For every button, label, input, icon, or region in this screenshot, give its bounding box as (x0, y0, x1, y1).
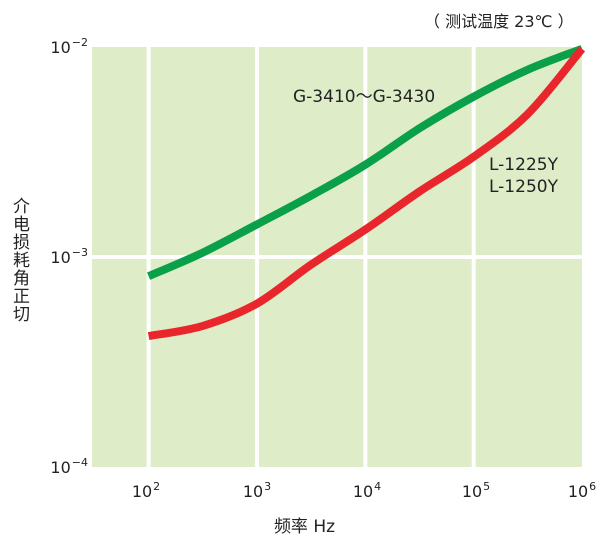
x-axis-label: 频率 Hz (273, 517, 336, 537)
series-line-red (147, 46, 586, 341)
series-line-green (147, 45, 584, 280)
y-tick-label: 10−4 (50, 456, 88, 477)
y-tick-label: 10−3 (50, 246, 88, 267)
x-tick-label: 104 (352, 480, 382, 501)
test-temperature-note: （ 测试温度 23℃ ） (424, 12, 574, 31)
series-label-red: L-1225Y L-1250Y (489, 155, 558, 197)
series-label-green: G-3410～G-3430 (293, 87, 436, 107)
x-tick-label: 103 (242, 480, 272, 501)
y-tick-label: 10−2 (50, 36, 88, 57)
x-tick-label: 105 (461, 480, 491, 501)
grid (92, 47, 582, 467)
series-lines (147, 45, 586, 341)
x-tick-label: 102 (131, 480, 161, 501)
y-axis-label: 介电损耗角正切 (9, 197, 29, 323)
x-tick-label: 106 (567, 480, 597, 501)
